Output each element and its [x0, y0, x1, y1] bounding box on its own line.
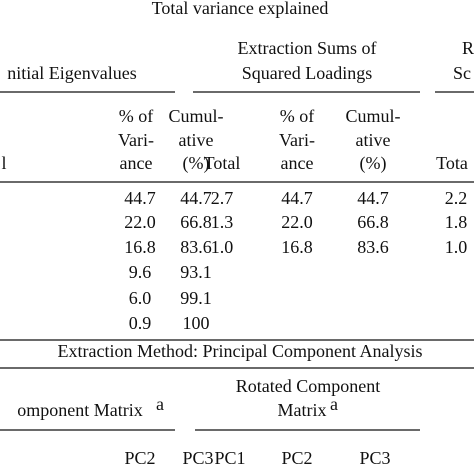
- cell: 66.8: [180, 212, 212, 232]
- column-header: Cumul-: [345, 106, 400, 126]
- column-header: ative: [356, 130, 391, 150]
- column-header: % of: [280, 106, 315, 126]
- group-header: nitial Eigenvalues: [7, 63, 136, 83]
- cell: 22.0: [124, 212, 156, 232]
- cell: 1.0: [445, 237, 468, 257]
- column-header: (%): [360, 153, 387, 174]
- column-header: Vari-: [279, 130, 315, 150]
- column-header: PC1: [214, 448, 245, 468]
- matrix-header: Matrix: [278, 400, 327, 420]
- column-header: Total: [204, 153, 241, 173]
- column-header: PC2: [281, 448, 312, 468]
- cell: 66.8: [357, 212, 389, 232]
- cell: 44.7: [124, 188, 156, 208]
- cell: 44.7: [357, 188, 389, 208]
- footnote: Extraction Method: Principal Component A…: [58, 341, 423, 361]
- cell: 1.0: [211, 237, 234, 257]
- column-header: ance: [281, 153, 314, 173]
- cell: 0.9: [129, 313, 152, 333]
- superscript: a: [330, 394, 338, 414]
- group-header: Extraction Sums of: [238, 38, 377, 58]
- cell: 16.8: [281, 237, 313, 257]
- cell: 1.3: [211, 212, 234, 232]
- column-header: ative: [179, 130, 214, 150]
- column-header: l: [1, 153, 6, 173]
- cell: 83.6: [180, 237, 212, 257]
- column-header: Vari-: [118, 130, 154, 150]
- cell: 2.7: [211, 188, 234, 208]
- group-header: R: [462, 38, 474, 58]
- cell: 99.1: [180, 288, 212, 308]
- column-header: % of: [119, 106, 154, 126]
- cell: 9.6: [129, 262, 152, 282]
- table-title: Total variance explained: [152, 0, 329, 18]
- column-header: PC3: [182, 448, 213, 468]
- column-header: (%): [183, 153, 210, 174]
- matrix-header: omponent Matrix: [17, 400, 142, 420]
- column-header: Cumul-: [168, 106, 223, 126]
- column-header: PC2: [124, 448, 155, 468]
- group-header: Sc: [453, 63, 471, 83]
- cell: 6.0: [129, 288, 152, 308]
- cell: 44.7: [281, 188, 313, 208]
- cell: 16.8: [124, 237, 156, 257]
- column-header: ance: [120, 153, 153, 173]
- cell: 93.1: [180, 262, 212, 282]
- cell: 1.8: [445, 212, 468, 232]
- cell: 100: [183, 313, 210, 333]
- column-header: PC3: [359, 448, 390, 468]
- matrix-header: Rotated Component: [236, 376, 380, 396]
- group-header: Squared Loadings: [242, 63, 372, 83]
- column-header: Tota: [436, 153, 468, 173]
- cell: 44.7: [180, 188, 212, 208]
- cell: 22.0: [281, 212, 313, 232]
- superscript: a: [156, 394, 164, 414]
- cell: 83.6: [357, 237, 389, 257]
- cell: 2.2: [445, 188, 468, 208]
